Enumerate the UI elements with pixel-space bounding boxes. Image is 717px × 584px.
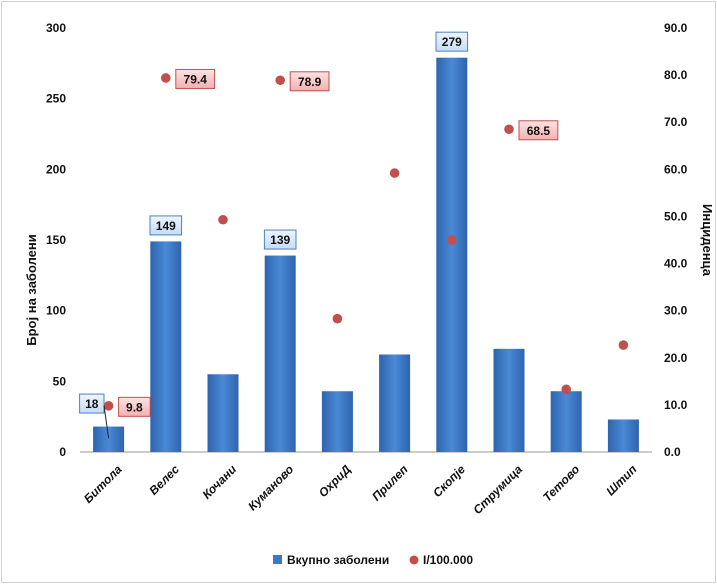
bar <box>264 255 296 452</box>
y-tick-label: 150 <box>46 233 66 247</box>
scatter-point <box>103 401 114 411</box>
bar-series <box>93 57 639 453</box>
bar <box>493 348 525 452</box>
legend-swatch-dot <box>409 555 419 565</box>
scatter-point <box>504 124 514 135</box>
legend-swatch-bar <box>273 555 282 564</box>
data-label-box <box>79 393 105 414</box>
data-label-box <box>118 396 151 417</box>
data-label-box <box>175 68 216 89</box>
scatter-point <box>561 384 571 395</box>
y2-tick-label: 50.0 <box>664 209 688 223</box>
legend-label-dot: I/100.000 <box>423 553 473 567</box>
y2-tick-label: 10.0 <box>664 398 688 412</box>
scatter-series <box>103 73 629 411</box>
bar <box>379 354 411 452</box>
data-label-box <box>435 31 469 52</box>
data-label-box <box>289 71 330 92</box>
y-tick-label: 0 <box>59 445 66 459</box>
data-label: 9.8 <box>126 400 143 414</box>
data-label: 79.4 <box>184 72 208 86</box>
scatter-point <box>447 235 457 245</box>
bar <box>550 391 582 452</box>
scatter-point <box>332 313 343 324</box>
scatter-point <box>218 214 228 225</box>
y-tick-label: 100 <box>46 304 66 318</box>
data-label-box <box>149 215 183 236</box>
y-tick-label: 300 <box>46 21 66 35</box>
bar <box>321 391 353 452</box>
y-axis-ticks: 0 50 100 150 200 250 300 <box>46 21 66 459</box>
y-axis-title: Број на заболени <box>24 234 39 345</box>
scatter-point <box>618 340 629 350</box>
bar <box>607 419 639 452</box>
scatter-point <box>389 168 400 178</box>
data-label-box <box>263 229 297 250</box>
y-tick-label: 250 <box>46 92 66 106</box>
y2-tick-label: 60.0 <box>664 162 688 176</box>
legend: Вкупно заболени I/100.000 <box>273 553 473 567</box>
y2-tick-label: 30.0 <box>664 304 688 318</box>
bar <box>150 241 182 452</box>
y2-tick-label: 40.0 <box>664 257 688 271</box>
y2-tick-label: 70.0 <box>664 115 688 129</box>
bar <box>436 57 468 453</box>
y-tick-label: 200 <box>46 162 66 176</box>
y2-axis-ticks: 0.0 10.0 20.0 30.0 40.0 50.0 60.0 70.0 80.0 90.0 <box>664 21 688 459</box>
data-labels: 18 149 139 279 9.8 79.4 78.9 68.5 <box>79 31 559 439</box>
bar <box>207 374 239 452</box>
y2-tick-label: 20.0 <box>664 351 688 365</box>
bar <box>93 426 125 452</box>
data-label-leader <box>103 405 110 439</box>
data-label: 78.9 <box>298 75 322 89</box>
data-label-box <box>518 120 559 141</box>
legend-label-bar: Вкупно заболени <box>287 553 389 567</box>
data-label: 279 <box>442 35 462 49</box>
data-label: 139 <box>270 233 290 247</box>
scatter-point <box>275 75 286 86</box>
y2-tick-label: 90.0 <box>664 21 688 35</box>
y2-axis-title: Инциденца <box>700 204 715 277</box>
y2-tick-label: 80.0 <box>664 68 688 82</box>
y2-tick-label: 0.0 <box>664 445 681 459</box>
scatter-point <box>161 73 171 83</box>
y-tick-label: 50 <box>53 374 67 388</box>
data-label: 18 <box>85 397 99 411</box>
data-label: 68.5 <box>527 124 551 138</box>
data-label: 149 <box>156 219 176 233</box>
